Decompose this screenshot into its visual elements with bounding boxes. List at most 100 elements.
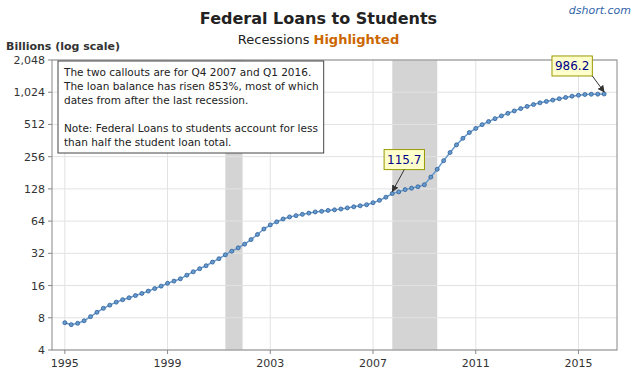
data-point (602, 92, 606, 96)
tick (48, 253, 52, 254)
data-point (108, 303, 112, 307)
data-point (281, 217, 285, 221)
data-point (166, 281, 170, 285)
data-point (410, 186, 414, 190)
data-point (69, 323, 73, 327)
callout: 115.7 (384, 150, 424, 192)
data-point (178, 277, 182, 281)
data-point (204, 264, 208, 268)
tick-label: 1995 (51, 357, 79, 370)
data-point (339, 207, 343, 211)
data-point (82, 319, 86, 323)
x-axis: 199519992003200720112015 (51, 350, 593, 370)
data-point (493, 117, 497, 121)
series-group (63, 92, 606, 327)
chart: 481632641282565121,0242,0481995199920032… (0, 0, 637, 382)
data-point (249, 238, 253, 242)
data-point (544, 99, 548, 103)
data-point (435, 167, 439, 171)
tick-label: 8 (38, 312, 45, 325)
grid-line (52, 253, 617, 254)
data-point (230, 249, 234, 253)
tick-label: 4 (38, 344, 45, 357)
tick-label: 512 (24, 118, 45, 131)
grid-line (52, 156, 617, 157)
tick-label: 256 (24, 151, 45, 164)
data-point (583, 93, 587, 97)
tick (48, 124, 52, 125)
tick (48, 285, 52, 286)
data-point (333, 208, 337, 212)
tick-label: 2011 (462, 357, 490, 370)
data-point (300, 212, 304, 216)
callout-arrow (392, 170, 404, 192)
callout-label: 986.2 (555, 59, 589, 73)
data-point (127, 296, 131, 300)
data-point (211, 260, 215, 264)
series-line (65, 94, 604, 325)
callout-box (552, 56, 592, 76)
data-point (255, 232, 259, 236)
tick (167, 350, 168, 354)
data-point (519, 107, 523, 111)
tick-label: 16 (31, 280, 45, 293)
data-point (506, 111, 510, 115)
data-point (416, 185, 420, 189)
data-point (390, 192, 394, 196)
note-box (58, 61, 324, 153)
data-point (172, 279, 176, 283)
subtitle: RecessionsHighlighted (238, 32, 399, 47)
note-line: Note: Federal Loans to students account … (64, 122, 318, 134)
grid-line (52, 221, 617, 222)
tick (270, 350, 271, 354)
note-line: than half the student loan total. (64, 136, 231, 148)
data-point (95, 310, 99, 314)
data-point (236, 246, 240, 250)
data-point (377, 198, 381, 202)
note-line (64, 108, 67, 120)
data-point (589, 92, 593, 96)
data-point (268, 223, 272, 227)
data-point (114, 300, 118, 304)
data-point (223, 253, 227, 257)
data-point (89, 315, 93, 319)
tick-label: 128 (24, 183, 45, 196)
data-point (133, 294, 137, 298)
data-point (76, 321, 80, 325)
tick-label: 1,024 (14, 86, 46, 99)
data-point (564, 95, 568, 99)
data-point (191, 270, 195, 274)
data-point (570, 94, 574, 98)
y-axis-label: Billions (log scale) (6, 40, 120, 53)
data-point (429, 175, 433, 179)
tick-label: 2,048 (14, 54, 46, 67)
note-line: dates from after the last recession. (64, 94, 248, 106)
note: The two callouts are for Q4 2007 and Q1 … (58, 61, 324, 153)
data-point (487, 120, 491, 124)
note-line: The two callouts are for Q4 2007 and Q1 … (63, 66, 311, 78)
data-point (371, 201, 375, 205)
data-point (326, 208, 330, 212)
data-point (448, 151, 452, 155)
note-text: The two callouts are for Q4 2007 and Q1 … (63, 66, 319, 148)
grid-line (52, 317, 617, 318)
data-point (397, 190, 401, 194)
data-point (538, 101, 542, 105)
data-point (422, 183, 426, 187)
callout-arrow (592, 76, 604, 92)
tick (48, 317, 52, 318)
tick (48, 350, 52, 351)
data-point (288, 215, 292, 219)
subtitle-part: Highlighted (314, 32, 400, 47)
tick (578, 350, 579, 354)
data-point (140, 291, 144, 295)
data-point (525, 104, 529, 108)
tick (64, 350, 65, 354)
tick-label: 2007 (359, 357, 387, 370)
data-point (345, 206, 349, 210)
data-point (596, 92, 600, 96)
callout-box (384, 150, 424, 170)
data-point (512, 109, 516, 113)
note-line: The loan balance has risen 853%, most of… (63, 80, 319, 92)
data-point (153, 287, 157, 291)
